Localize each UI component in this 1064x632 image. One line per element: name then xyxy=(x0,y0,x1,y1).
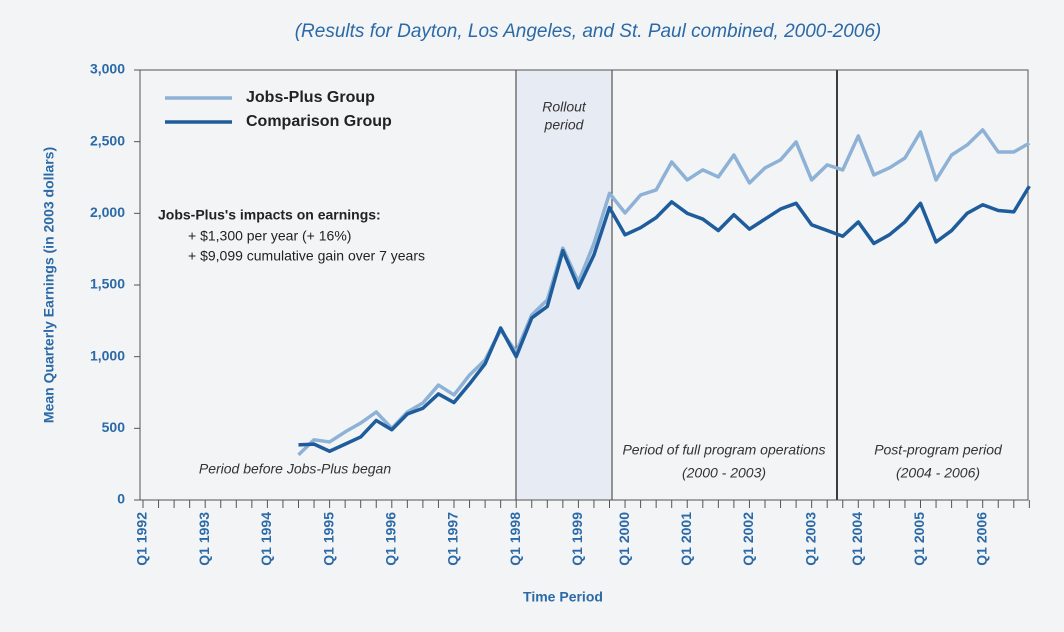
x-tick-label: Q1 2005 xyxy=(911,512,927,566)
y-axis-label: Mean Quarterly Earnings (in 2003 dollars… xyxy=(41,147,57,423)
legend-label: Jobs-Plus Group xyxy=(246,89,375,106)
annotation: Rollout xyxy=(542,99,587,115)
x-tick-label: Q1 1995 xyxy=(320,512,336,566)
annotation: Period before Jobs-Plus began xyxy=(199,461,391,477)
x-tick-label: Q1 1994 xyxy=(258,512,274,566)
x-axis-label: Time Period xyxy=(523,589,603,605)
x-tick-label: Q1 1997 xyxy=(445,512,461,566)
impacts-line: + $1,300 per year (+ 16%) xyxy=(188,228,351,244)
chart-title: (Results for Dayton, Los Angeles, and St… xyxy=(295,21,882,42)
y-tick-label: 2,500 xyxy=(90,132,125,148)
y-tick-label: 0 xyxy=(117,491,125,507)
y-tick-label: 500 xyxy=(102,419,126,435)
x-tick-label: Q1 1996 xyxy=(383,512,399,566)
rollout-shade xyxy=(516,70,612,500)
impacts-line: + $9,099 cumulative gain over 7 years xyxy=(188,248,425,264)
x-tick-label: Q1 2001 xyxy=(678,512,694,566)
annotation: Post-program period xyxy=(874,442,1003,458)
x-tick-label: Q1 1998 xyxy=(507,512,523,566)
y-tick-label: 1,000 xyxy=(90,347,125,363)
series-line xyxy=(297,128,1031,457)
x-tick-label: Q1 1993 xyxy=(196,512,212,566)
x-tick-label: Q1 1992 xyxy=(134,512,150,566)
legend-label: Comparison Group xyxy=(246,113,392,130)
x-tick-label: Q1 2006 xyxy=(973,512,989,566)
x-tick-label: Q1 2000 xyxy=(616,512,632,566)
annotation: Period of full program operations xyxy=(622,442,825,458)
x-tick-label: Q1 2004 xyxy=(849,512,865,566)
y-tick-label: 1,500 xyxy=(90,276,125,292)
annotation: (2004 - 2006) xyxy=(896,465,980,481)
y-tick-label: 3,000 xyxy=(90,61,125,77)
x-tick-label: Q1 1999 xyxy=(569,512,585,566)
y-tick-label: 2,000 xyxy=(90,204,125,220)
x-tick-label: Q1 2003 xyxy=(802,512,818,566)
impacts-heading: Jobs-Plus's impacts on earnings: xyxy=(158,207,381,223)
x-tick-label: Q1 2002 xyxy=(740,512,756,566)
annotation: period xyxy=(544,117,585,133)
annotation: (2000 - 2003) xyxy=(682,465,766,481)
series-line xyxy=(298,185,1031,454)
